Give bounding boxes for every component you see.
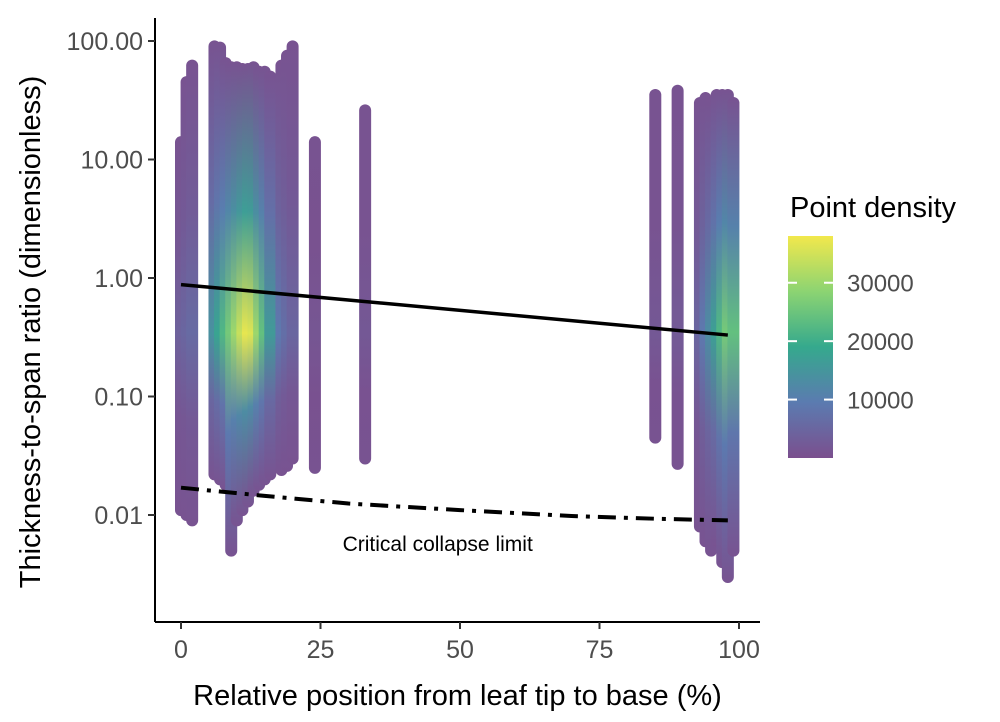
collapse-limit-annotation: Critical collapse limit [343,533,533,556]
point-column [186,59,199,527]
legend-tick-label: 20000 [847,329,914,356]
legend-tick-label: 10000 [847,388,914,415]
y-axis-title: Thickness-to-span ratio (dimensionless) [15,76,47,589]
x-tick-label: 75 [586,636,614,664]
axes [154,18,760,623]
point-column [359,104,372,465]
axis-ticks: 0.01 0.10 1.00 10.00 100.00 0 25 50 75 100 [67,28,760,664]
trend-line [180,282,729,337]
density-legend: Point density 10000 20000 30000 [788,192,957,458]
x-tick-label: 0 [174,636,188,664]
legend-ticks: 10000 20000 30000 [788,271,914,415]
y-tick-label: 0.10 [94,384,143,412]
y-tick-label: 100.00 [67,28,143,56]
fit-lines [180,282,729,523]
y-tick-label: 10.00 [80,147,143,175]
point-column [671,84,684,470]
legend-colorbar [788,236,833,458]
legend-tick-label: 30000 [847,271,914,298]
point-column [727,96,740,557]
x-tick-label: 50 [446,636,474,664]
y-tick-label: 0.01 [94,502,143,530]
x-axis-title: Relative position from leaf tip to base … [193,680,722,712]
point-column [286,40,299,465]
collapse-limit-line [180,485,728,523]
x-tick-label: 100 [718,636,760,664]
legend-title: Point density [790,192,957,224]
x-tick-label: 25 [307,636,335,664]
point-column [264,70,277,481]
point-column [649,89,662,444]
point-column [308,136,321,474]
y-tick-label: 1.00 [94,265,143,293]
